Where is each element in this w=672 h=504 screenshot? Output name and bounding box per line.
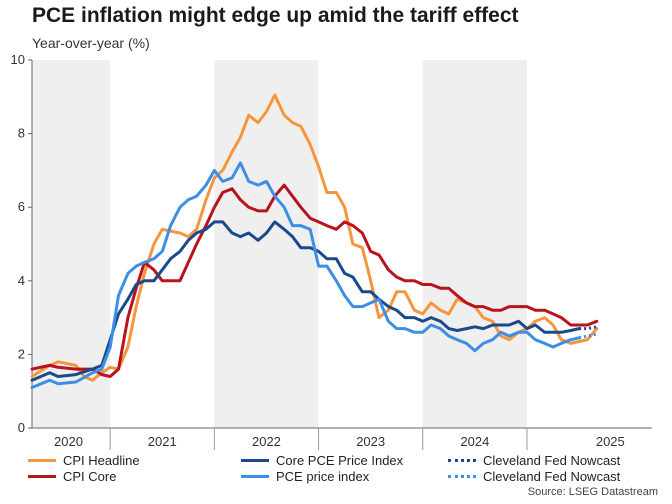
y-tick-label: 0 <box>18 420 25 435</box>
x-tick-label: 2024 <box>460 434 489 449</box>
legend-label: Cleveland Fed Nowcast <box>483 453 621 468</box>
axis-lines-group <box>31 60 652 450</box>
legend-label: PCE price index <box>276 469 370 484</box>
legend-label: Cleveland Fed Nowcast <box>483 469 621 484</box>
series-line-cpi-core-1 <box>30 183 599 378</box>
series-line-core-pce-price-index-2 <box>30 220 581 382</box>
x-tick-label: 2022 <box>252 434 281 449</box>
y-tick-labels: 0 2 4 6 8 10 <box>11 52 32 435</box>
legend-label: CPI Headline <box>63 453 140 468</box>
legend-label: CPI Core <box>63 469 117 484</box>
shaded-year-band <box>214 60 319 428</box>
legend-swatch <box>241 459 269 462</box>
x-tick-label: 2023 <box>356 434 385 449</box>
legend-swatch <box>28 475 56 478</box>
x-tick-label: 2020 <box>54 434 83 449</box>
shaded-year-band <box>422 60 527 428</box>
legend-item-core-pce: Core PCE Price Index <box>241 453 403 468</box>
legend-swatch <box>448 475 476 478</box>
y-tick-label: 2 <box>18 346 25 361</box>
legend-item-pce: PCE price index <box>241 469 369 484</box>
legend-label: Core PCE Price Index <box>276 453 404 468</box>
legend: CPI Headline CPI Core Core PCE Price Ind… <box>28 453 668 487</box>
legend-swatch <box>448 459 476 462</box>
source-note: Source: LSEG Datastream <box>527 486 658 498</box>
series-line-pce-price-index-3 <box>30 161 581 389</box>
legend-item-nowcast-core-pce: Cleveland Fed Nowcast <box>448 453 620 468</box>
y-tick-label: 4 <box>18 273 25 288</box>
series-lines <box>30 93 599 389</box>
year-shading-group <box>32 60 527 428</box>
x-tick-label: 2021 <box>148 434 177 449</box>
legend-swatch <box>28 459 56 462</box>
legend-item-cpi-core: CPI Core <box>28 469 116 484</box>
legend-item-cpi-headline: CPI Headline <box>28 453 140 468</box>
series-line-cpi-headline-0 <box>30 93 599 382</box>
legend-item-nowcast-pce: Cleveland Fed Nowcast <box>448 469 620 484</box>
chart-title: PCE inflation might edge up amid the tar… <box>32 4 519 27</box>
y-axis-label: Year-over-year (%) <box>32 35 150 51</box>
x-tick-labels: 2020 2021 2022 2023 2024 2025 <box>54 434 625 449</box>
y-tick-label: 8 <box>18 126 25 141</box>
legend-swatch <box>241 475 269 478</box>
x-tick-label: 2025 <box>596 434 625 449</box>
y-tick-label: 10 <box>11 52 25 67</box>
line-chart: 0 2 4 6 8 10 2020 2021 2022 2023 2024 2025 <box>11 52 652 450</box>
y-tick-label: 6 <box>18 199 25 214</box>
series-line-cleveland-fed-nowcast-4 <box>579 325 598 331</box>
